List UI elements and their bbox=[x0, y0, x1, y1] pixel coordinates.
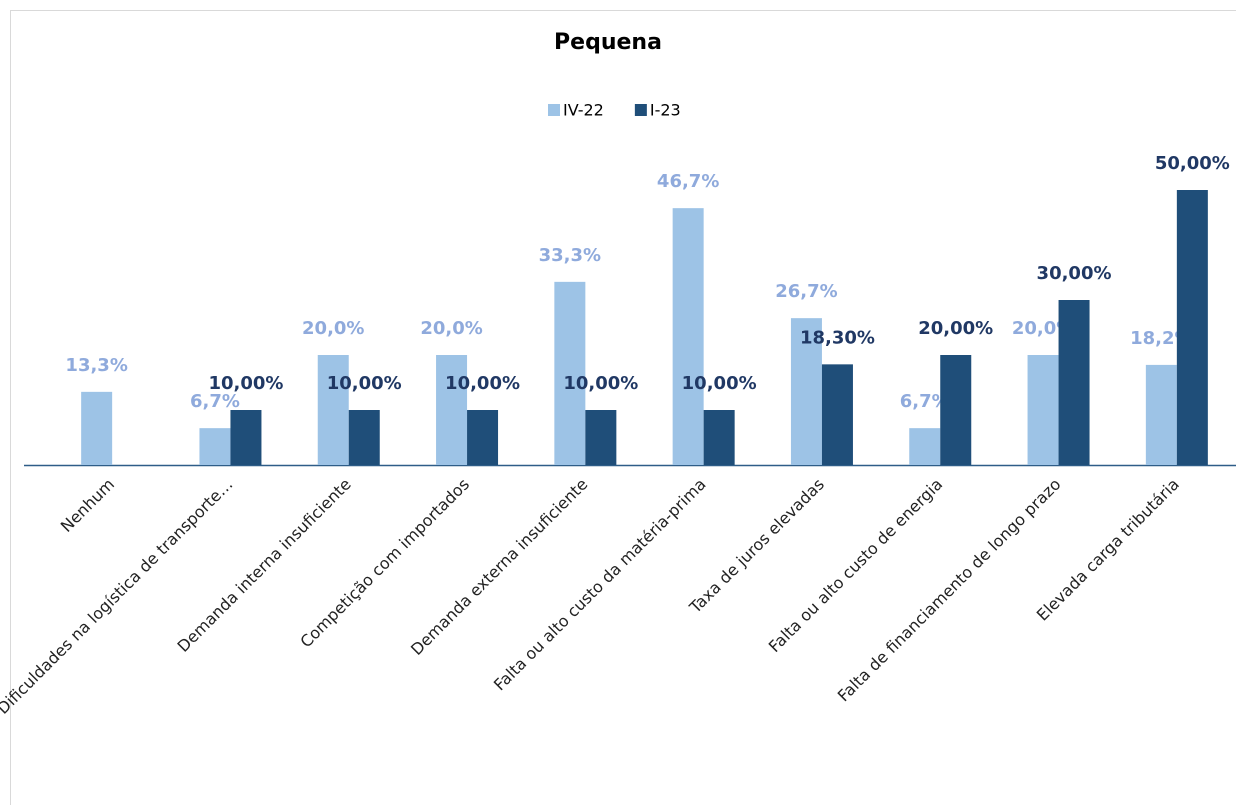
bar bbox=[821, 364, 853, 465]
value-label: 10,00% bbox=[445, 373, 520, 394]
bar bbox=[81, 391, 113, 465]
bar bbox=[1027, 355, 1059, 465]
bar bbox=[1145, 364, 1177, 465]
value-label: 26,7% bbox=[775, 281, 837, 302]
value-label: 20,0% bbox=[420, 318, 482, 339]
bar bbox=[585, 410, 617, 465]
bar bbox=[1176, 190, 1208, 465]
value-label: 6,7% bbox=[190, 391, 240, 412]
bar bbox=[672, 208, 704, 465]
bar bbox=[317, 355, 349, 465]
bar bbox=[554, 281, 586, 465]
legend-swatch bbox=[634, 104, 647, 116]
value-label: 10,00% bbox=[563, 373, 638, 394]
value-label: 33,3% bbox=[539, 245, 601, 266]
value-label: 18,30% bbox=[800, 327, 875, 348]
chart-title: Pequena bbox=[554, 30, 662, 55]
bar bbox=[467, 410, 499, 465]
bar bbox=[199, 428, 231, 465]
value-label: 30,00% bbox=[1037, 263, 1112, 284]
bar bbox=[1058, 300, 1090, 465]
legend-label: I-23 bbox=[650, 101, 681, 120]
value-label: 20,0% bbox=[302, 318, 364, 339]
value-label: 50,00% bbox=[1155, 153, 1230, 174]
bar bbox=[940, 355, 972, 465]
value-label: 10,00% bbox=[682, 373, 757, 394]
bar bbox=[230, 410, 262, 465]
legend-swatch bbox=[548, 104, 560, 116]
value-label: 20,00% bbox=[918, 318, 993, 339]
value-label: 10,00% bbox=[208, 373, 283, 394]
bar bbox=[790, 318, 822, 465]
bar bbox=[703, 410, 735, 465]
value-label: 10,00% bbox=[327, 373, 402, 394]
value-label: 6,7% bbox=[900, 391, 950, 412]
value-label: 13,3% bbox=[65, 355, 127, 376]
bar bbox=[436, 355, 468, 465]
bar bbox=[909, 428, 941, 465]
bar bbox=[348, 410, 380, 465]
legend-label: IV-22 bbox=[563, 101, 604, 120]
value-label: 46,7% bbox=[657, 171, 719, 192]
